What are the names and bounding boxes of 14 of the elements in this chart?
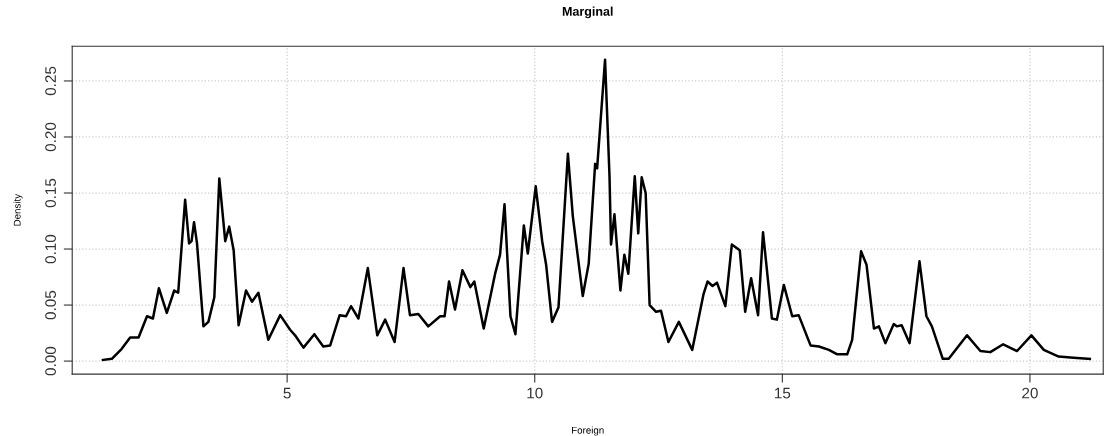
x-tick-label: 10 <box>527 387 543 399</box>
y-tick-label: 0.00 <box>45 346 56 376</box>
x-tick-label: 20 <box>1022 387 1038 399</box>
x-tick-label: 15 <box>775 387 791 399</box>
x-axis-title: Foreign <box>572 426 604 436</box>
chart-title: Marginal <box>562 6 613 19</box>
line-series <box>101 58 1092 362</box>
y-tick-label: 0.20 <box>45 122 56 152</box>
y-tick-label: 0.25 <box>45 66 56 96</box>
y-tick-label: 0.05 <box>45 290 56 320</box>
y-axis-title: Density <box>13 193 23 226</box>
x-tick-label: 5 <box>283 387 291 399</box>
y-tick-label: 0.10 <box>45 234 56 264</box>
y-tick-label: 0.15 <box>45 178 56 208</box>
